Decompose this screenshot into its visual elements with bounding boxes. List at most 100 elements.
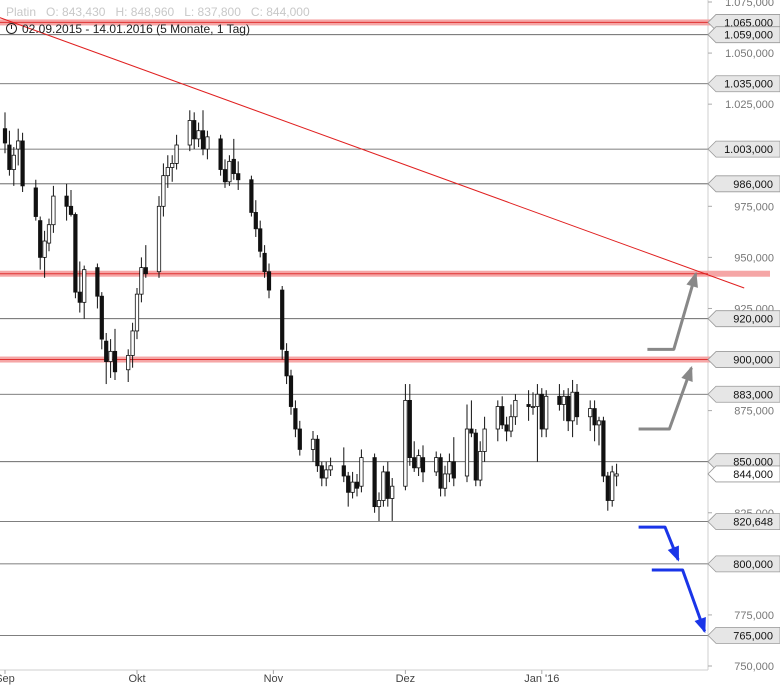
candle-body-up <box>324 469 329 479</box>
candle <box>205 130 210 160</box>
candle-body-down <box>574 391 580 418</box>
candle-body-down <box>95 267 100 297</box>
candle <box>359 449 364 493</box>
candle-body-down <box>112 350 118 373</box>
price-tag-label: 986,000 <box>733 179 773 191</box>
projection-arrow <box>647 271 698 351</box>
candle-body-down <box>500 406 505 426</box>
candle <box>385 461 390 507</box>
candle <box>588 400 593 432</box>
candle <box>434 451 439 476</box>
candle-body-down <box>266 271 272 291</box>
candle <box>539 388 544 438</box>
candle-body-down <box>284 350 289 377</box>
price-tag-shape <box>707 140 780 158</box>
candle <box>601 416 606 483</box>
ohlc-header: Platin O: 843,430 H: 848,960 L: 837,800 … <box>6 5 310 19</box>
candle-body-up <box>376 500 382 508</box>
candle <box>315 435 320 472</box>
candle-body-down <box>438 457 443 489</box>
candle-body-up <box>495 406 500 430</box>
candle-body-down <box>192 120 197 140</box>
candle-body-down <box>592 408 597 426</box>
candle-body-up <box>42 240 47 258</box>
trend-line <box>0 17 745 289</box>
candle <box>108 339 113 378</box>
price-tag-label: 1.059,000 <box>724 30 773 42</box>
level-price-tag: 1.059,000 <box>707 26 780 44</box>
candle-body-up <box>442 473 448 489</box>
price-tag-shape <box>707 465 780 483</box>
x-tick-label: Nov <box>264 673 284 685</box>
candle-body-down <box>104 340 109 362</box>
candle <box>20 132 25 193</box>
candle-body-down <box>253 212 258 230</box>
candle <box>412 441 417 472</box>
arrow-shaft <box>638 367 693 431</box>
candle <box>7 130 12 176</box>
candle-body-down <box>315 438 320 467</box>
candle <box>508 404 514 438</box>
candle <box>231 138 236 180</box>
candle-body-up <box>359 457 364 487</box>
level-price-tag: 883,000 <box>707 385 780 403</box>
candle-body-up <box>614 473 619 477</box>
low-value: L: 837,800 <box>184 5 241 19</box>
candle-body-down <box>143 267 148 275</box>
candle <box>482 416 487 462</box>
candle-body-up <box>196 130 201 140</box>
candle-body-up <box>447 461 452 475</box>
candle-body-down <box>64 195 69 207</box>
candle-body-up <box>530 406 536 408</box>
candle <box>95 263 100 309</box>
candle-body-up <box>51 195 56 226</box>
candle-body-down <box>385 471 390 499</box>
candle-body-down <box>473 432 478 481</box>
x-tick-label: Sep <box>0 673 15 685</box>
candle-body-down <box>7 144 12 170</box>
candle <box>442 465 448 497</box>
candle-body-up <box>108 350 113 362</box>
level-price-tag: 986,000 <box>707 175 780 193</box>
candle <box>390 478 395 521</box>
x-tick-label: Jan '16 <box>524 673 559 685</box>
candle <box>592 400 597 442</box>
arrow-shaft <box>651 568 707 632</box>
candle-body-down <box>412 457 417 469</box>
candle-body-down <box>68 205 74 215</box>
candle-body-down <box>288 375 294 407</box>
candle-body-down <box>38 220 43 258</box>
candle <box>526 390 531 421</box>
candle-body-up <box>544 395 549 430</box>
candle-body-up <box>310 438 316 450</box>
candle-body-down <box>73 214 78 293</box>
level-price-tag: 765,000 <box>707 626 780 644</box>
candle-body-down <box>319 465 324 479</box>
x-tick-label: Dez <box>396 673 416 685</box>
candle <box>73 212 78 299</box>
candle <box>310 431 316 462</box>
candle <box>544 390 549 438</box>
price-tag-label: 765,000 <box>733 630 773 642</box>
candle <box>174 134 179 170</box>
candle <box>447 453 452 483</box>
price-tag-shape <box>707 513 780 531</box>
price-tag-shape <box>707 555 780 573</box>
candle-body-up <box>513 399 518 418</box>
candle-body-down <box>354 481 360 489</box>
candle-body-up <box>139 267 144 295</box>
candle <box>561 390 566 421</box>
candle <box>77 261 82 313</box>
candle-body-down <box>469 428 474 434</box>
candle <box>130 322 135 368</box>
candle-body-up <box>588 408 593 418</box>
candle <box>64 183 69 221</box>
candle-body-up <box>16 140 21 150</box>
projection-arrow <box>651 568 707 634</box>
candle <box>112 328 118 380</box>
candle <box>200 110 206 156</box>
candle-body-down <box>566 395 571 422</box>
candle <box>68 189 74 217</box>
level-price-tag: 900,000 <box>707 351 780 368</box>
candle <box>403 384 408 491</box>
